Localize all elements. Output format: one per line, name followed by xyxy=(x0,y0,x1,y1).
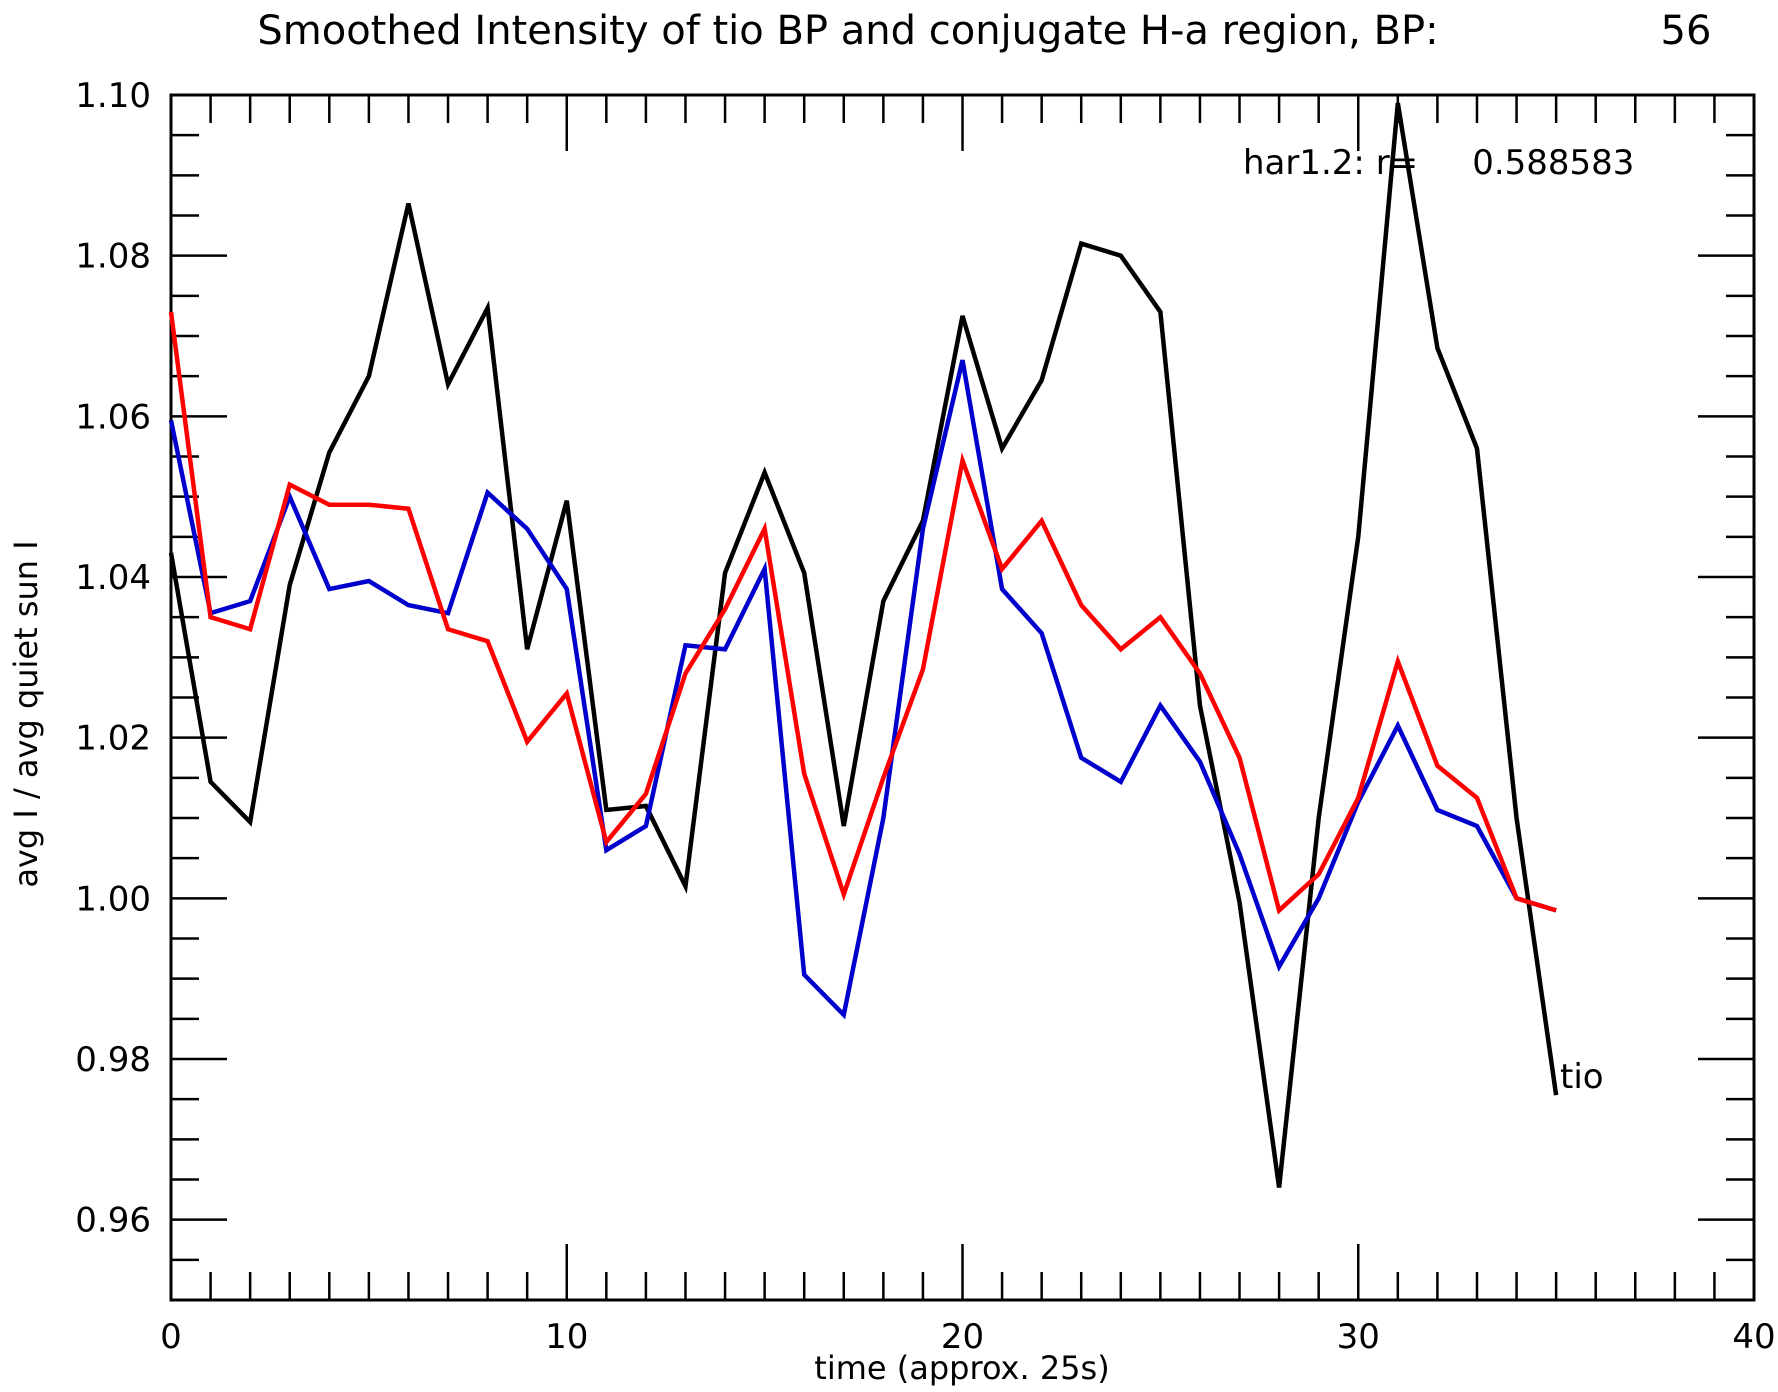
x-tick-label: 20 xyxy=(941,1317,984,1357)
plot-frame xyxy=(169,93,1756,1302)
y-tick-labels: 0.96 0.98 1.00 1.02 1.04 1.06 1.08 1.10 xyxy=(75,76,151,1241)
y-tick-label: 1.00 xyxy=(75,879,151,919)
y-tick-label: 1.10 xyxy=(75,76,151,116)
axis-ticks xyxy=(169,93,1756,1302)
plot-axes xyxy=(169,93,1756,1302)
x-tick-labels: 0 10 20 30 40 xyxy=(160,1317,1775,1357)
x-tick-label: 0 xyxy=(160,1317,182,1357)
x-tick-label: 30 xyxy=(1337,1317,1380,1357)
series-line-tio xyxy=(168,102,1559,1188)
series-line-series-2 xyxy=(168,359,1557,1020)
series-line-series-3 xyxy=(168,311,1557,915)
y-tick-label: 1.08 xyxy=(75,237,151,277)
y-axis-label: avg I / avg quiet sun I xyxy=(7,540,45,887)
chart-title: Smoothed Intensity of tio BP and conjuga… xyxy=(257,8,1438,54)
y-tick-label: 1.02 xyxy=(75,719,151,759)
x-tick-label: 40 xyxy=(1732,1317,1775,1357)
chart-title-bp-value: 56 xyxy=(1661,8,1712,54)
correlation-annotation: har1.2: r= 0.588583 xyxy=(1243,143,1634,183)
x-axis-label: time (approx. 25s) xyxy=(814,1349,1109,1387)
series-lines xyxy=(168,102,1559,1188)
x-tick-label: 10 xyxy=(545,1317,588,1357)
y-tick-label: 1.04 xyxy=(75,558,151,598)
y-tick-label: 0.98 xyxy=(75,1040,151,1080)
series-label-tio: tio xyxy=(1560,1057,1604,1097)
y-tick-label: 1.06 xyxy=(75,397,151,437)
y-tick-label: 0.96 xyxy=(75,1201,151,1241)
